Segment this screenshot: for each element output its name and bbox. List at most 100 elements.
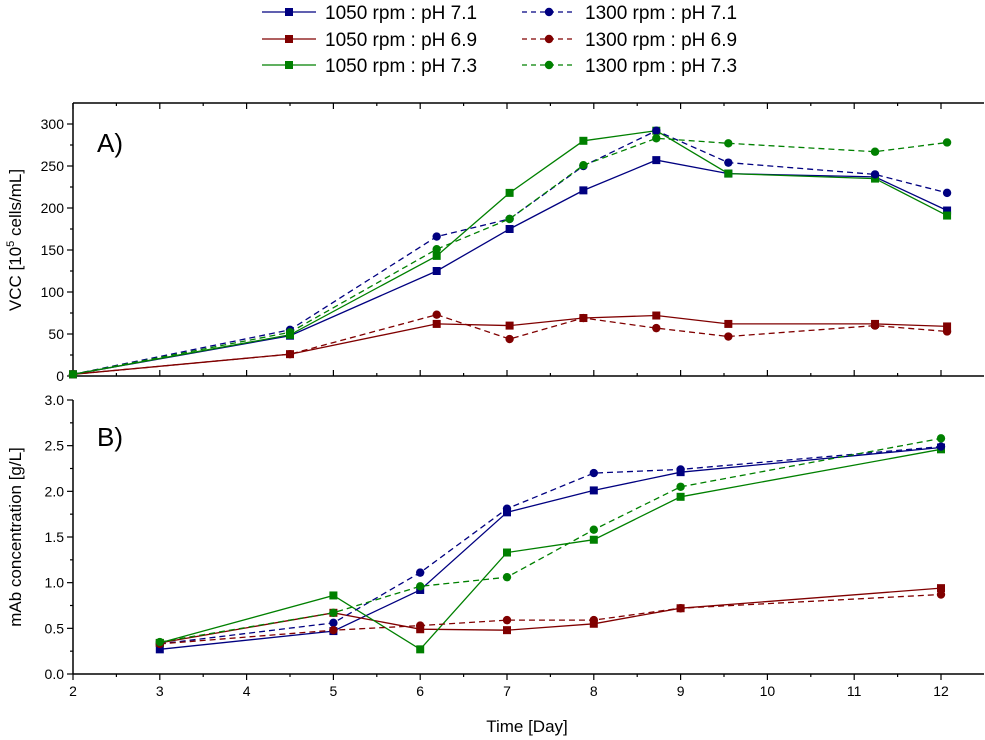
legend-label: 1300 rpm : pH 7.1 — [585, 3, 737, 24]
x-tick-label: 4 — [243, 683, 251, 699]
data-point — [432, 251, 441, 260]
data-point — [155, 637, 164, 647]
data-point — [870, 321, 880, 330]
legend-marker — [285, 35, 293, 43]
x-tick-label: 11 — [847, 683, 862, 699]
data-point — [589, 535, 598, 544]
legend: 1050 rpm : pH 7.1 1300 rpm : pH 7.1 1050 r… — [262, 3, 737, 77]
data-point — [652, 156, 661, 165]
legend-marker — [544, 60, 554, 70]
series-line — [159, 448, 942, 651]
series-1050-rpm-ph-7-1 — [155, 443, 945, 654]
y-tick-label: 250 — [41, 158, 65, 174]
data-point — [285, 328, 295, 337]
data-point — [724, 158, 733, 167]
data-point — [937, 584, 945, 593]
data-point — [432, 244, 441, 254]
data-point — [432, 319, 441, 328]
series-1300-rpm-ph-6-9 — [155, 590, 946, 649]
legend-marker — [285, 61, 293, 69]
x-tick-label: 6 — [416, 683, 424, 699]
data-point — [724, 319, 733, 328]
data-point — [432, 310, 441, 319]
data-point — [676, 482, 685, 491]
legend-label: 1050 rpm : pH 7.3 — [325, 56, 477, 77]
legend-label: 1050 rpm : pH 6.9 — [325, 30, 477, 51]
data-point — [416, 645, 425, 654]
legend-entry: 1050 rpm : pH 7.3 — [262, 56, 477, 77]
data-point — [871, 174, 880, 183]
data-point — [724, 139, 733, 148]
data-point — [505, 188, 514, 197]
y-tick-label: 1.5 — [45, 529, 65, 545]
data-point — [589, 525, 598, 534]
data-point — [652, 323, 661, 333]
data-point — [503, 548, 511, 557]
data-point — [416, 621, 425, 630]
data-point — [579, 160, 588, 170]
data-point — [505, 321, 514, 330]
y-tick-label: 0 — [56, 368, 64, 384]
legend-entry: 1300 rpm : pH 7.1 — [522, 3, 737, 24]
panel-b-series — [155, 434, 946, 654]
data-point — [579, 313, 588, 323]
y-tick-label: 2.5 — [45, 438, 65, 454]
data-point — [652, 311, 661, 320]
series-1300-rpm-ph-7-1 — [155, 442, 946, 649]
x-axis-title: Time [Day] — [486, 717, 568, 736]
data-point — [416, 582, 425, 591]
series-1300-rpm-ph-7-3 — [68, 134, 952, 379]
y-tick-label: 100 — [41, 284, 65, 300]
data-point — [936, 442, 946, 451]
x-tick-label: 12 — [933, 683, 949, 699]
panel-b-label: B) — [97, 422, 123, 452]
legend-marker — [544, 34, 554, 44]
legend-label: 1300 rpm : pH 7.3 — [585, 56, 737, 77]
y-tick-label: 300 — [41, 116, 65, 132]
x-tick-label: 8 — [590, 683, 598, 699]
data-point — [936, 590, 946, 599]
data-point — [676, 492, 685, 501]
data-point — [676, 604, 685, 613]
series-line — [159, 445, 942, 645]
legend-entry: 1300 rpm : pH 6.9 — [522, 30, 737, 51]
y-tick-label: 1.0 — [45, 575, 65, 591]
data-point — [155, 645, 164, 654]
data-point — [505, 225, 514, 233]
data-point — [942, 327, 952, 336]
panel-a-label: A) — [97, 128, 123, 158]
panel-a-ylabel: VCC [105 cells/mL] — [5, 169, 25, 311]
data-point — [432, 267, 441, 275]
data-point — [505, 214, 514, 224]
data-point — [942, 188, 952, 198]
y-tick-label: 3.0 — [45, 392, 65, 408]
data-point — [505, 334, 514, 344]
panel-b-mab: 0.0 0.5 1.0 1.5 2.0 2.5 3.0 2 3 4 5 6 7 8 9 10 11 12 B) m… — [6, 392, 984, 736]
series-1050-rpm-ph-6-9 — [69, 311, 952, 379]
y-tick-label: 200 — [41, 200, 65, 216]
legend-entry: 1050 rpm : pH 6.9 — [262, 30, 477, 51]
panel-b-ylabel: mAb concentration [g/L] — [6, 447, 25, 627]
data-point — [943, 211, 952, 220]
data-point — [589, 615, 598, 625]
x-tick-label: 10 — [760, 683, 776, 699]
x-tick-label: 2 — [69, 683, 77, 699]
data-point — [579, 186, 588, 195]
series-1050-rpm-ph-7-3 — [155, 445, 945, 654]
y-tick-label: 0.5 — [45, 620, 65, 636]
data-point — [942, 138, 952, 147]
data-point — [589, 468, 598, 478]
panel-a-ylabel-sup: 5 — [5, 241, 17, 247]
series-line — [159, 587, 942, 644]
data-point — [329, 618, 338, 628]
data-point — [579, 136, 588, 145]
data-point — [943, 206, 952, 215]
y-tick-label: 0.0 — [45, 666, 65, 682]
data-point — [416, 568, 425, 577]
data-point — [724, 332, 733, 341]
series-line — [159, 446, 942, 650]
data-point — [68, 370, 78, 379]
data-point — [724, 169, 733, 178]
data-point — [432, 232, 441, 241]
panel-a-axes: 0 50 100 150 200 250 300 — [41, 102, 984, 384]
